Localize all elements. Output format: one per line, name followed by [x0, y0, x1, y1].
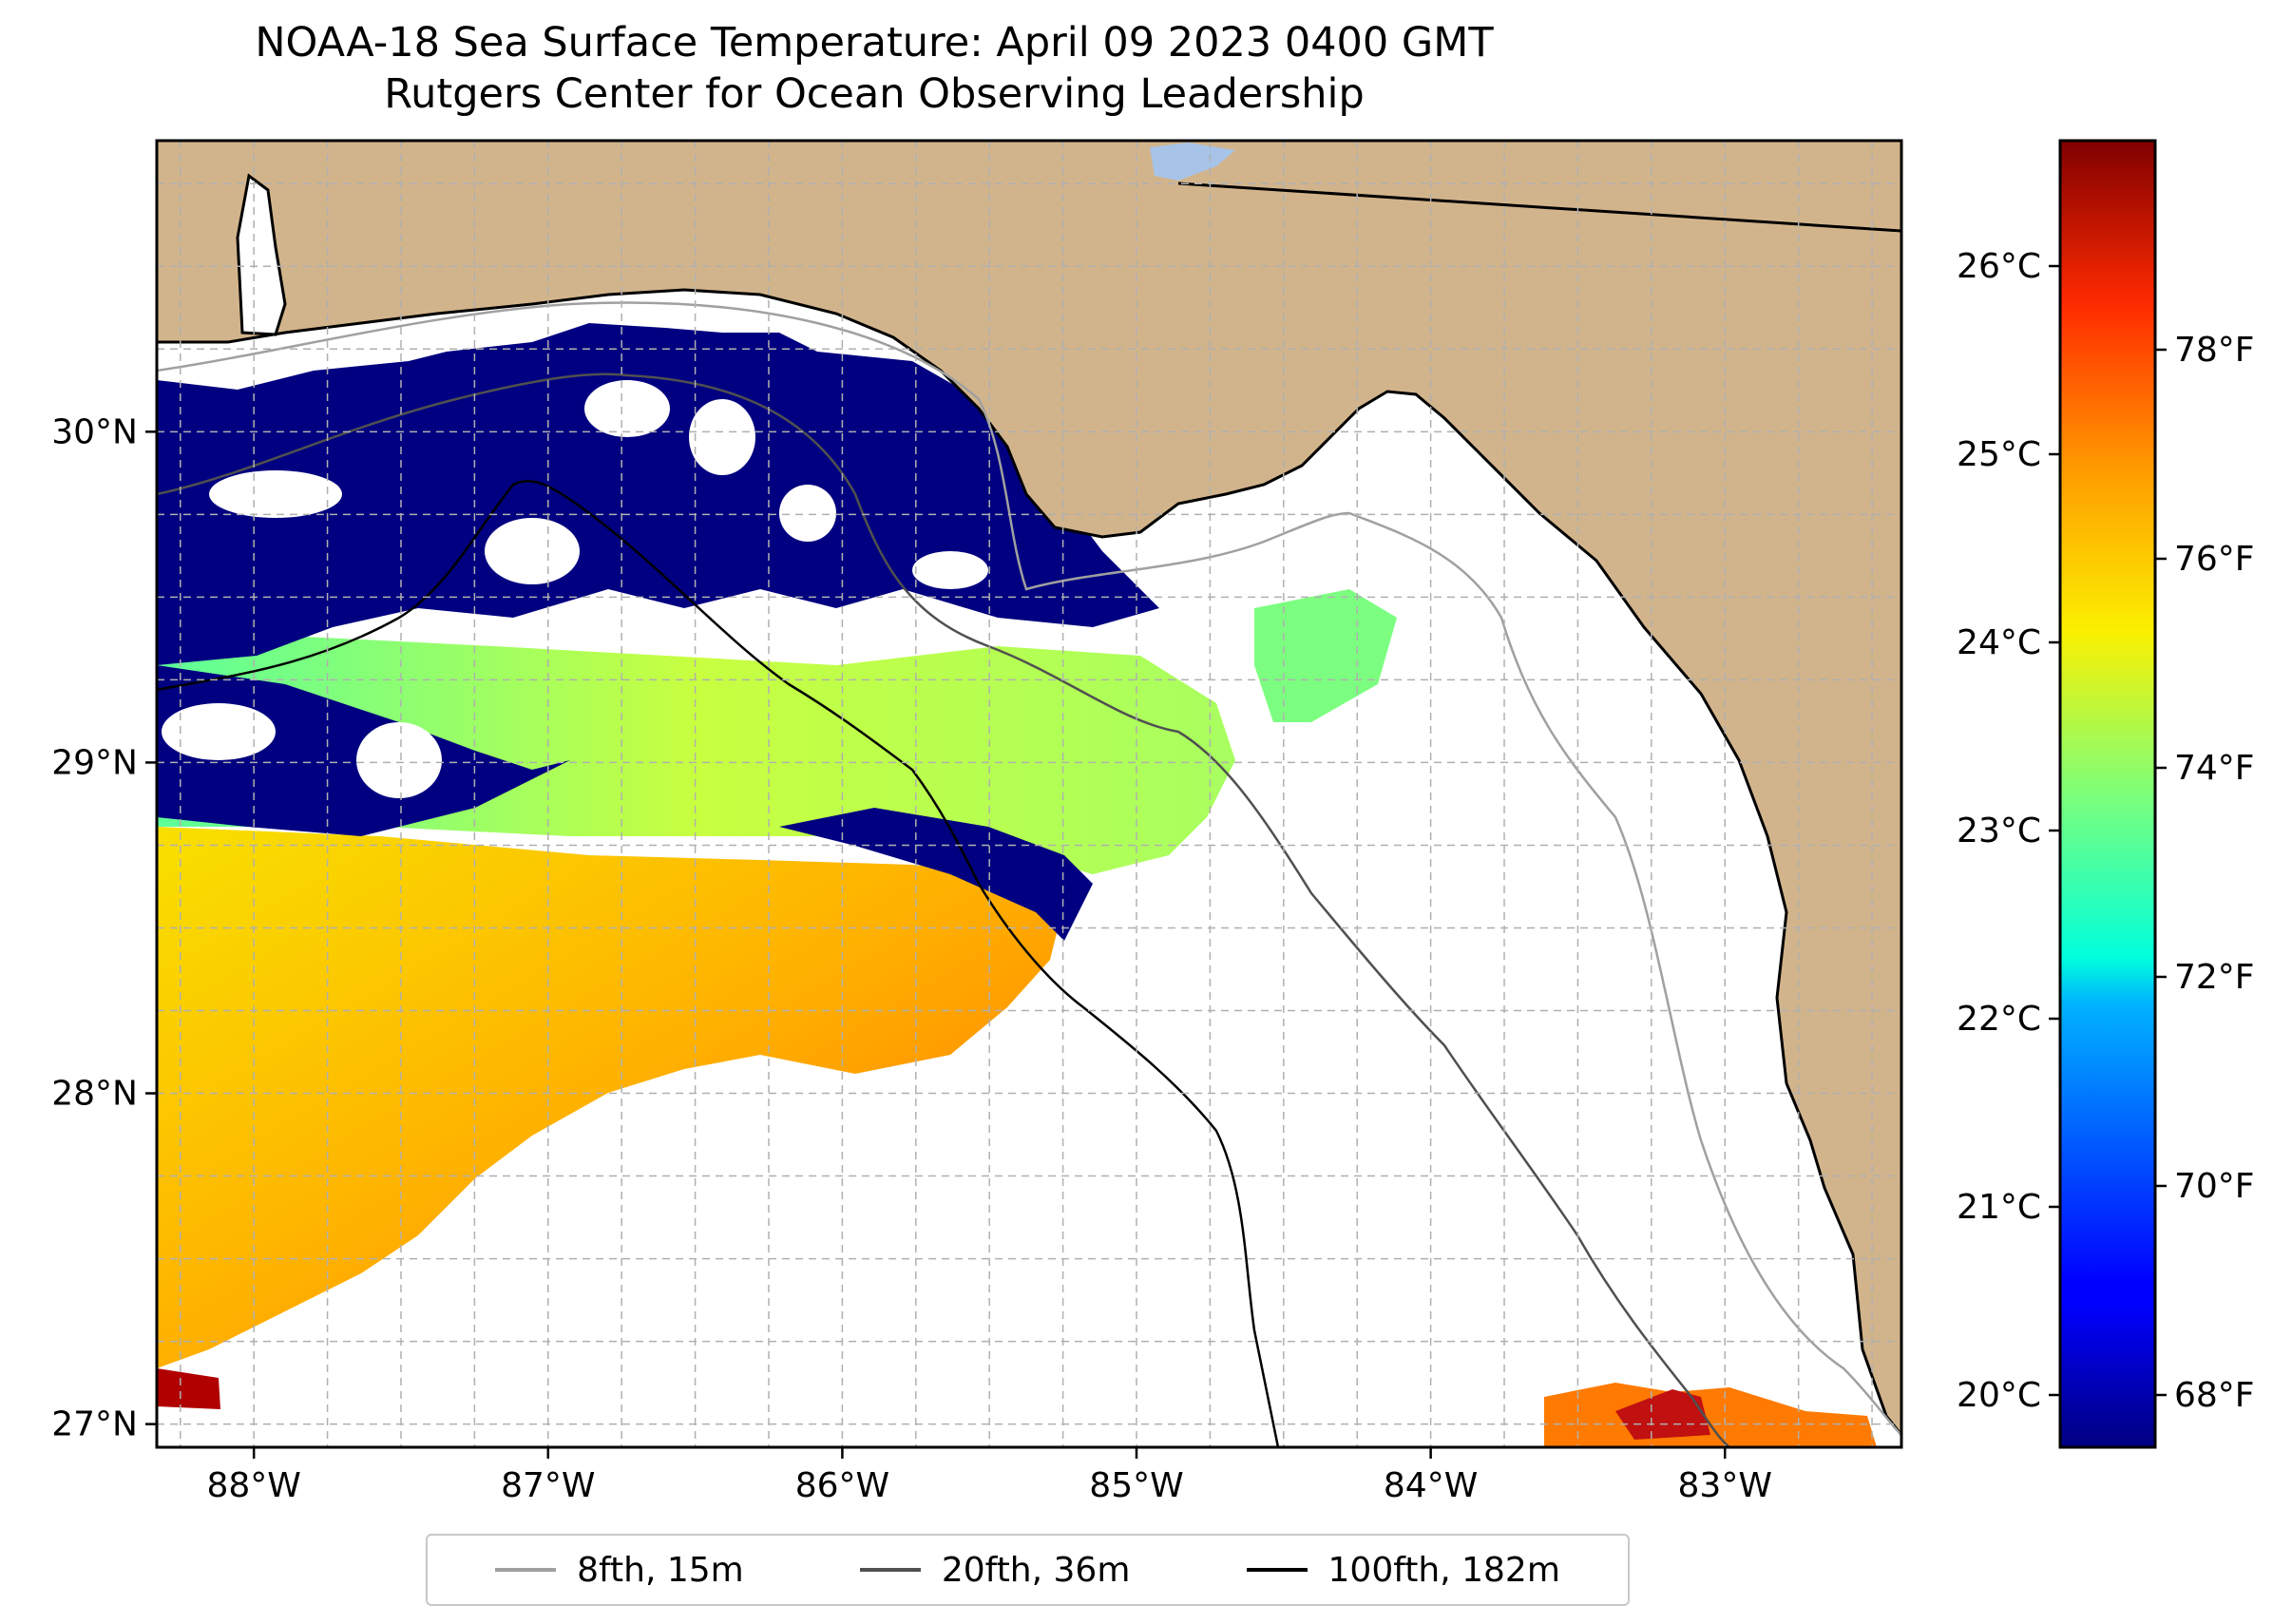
- lake: [1150, 143, 1235, 181]
- sst-hot-spot-south: [1615, 1389, 1710, 1440]
- sst-cold-streak-east: [779, 808, 1093, 941]
- lon-tick-label: 85°W: [1089, 1466, 1183, 1505]
- lon-tick-label: 88°W: [206, 1466, 300, 1505]
- celsius-tick-label: 24°C: [1957, 623, 2041, 662]
- celsius-tick-label: 23°C: [1957, 812, 2041, 850]
- longitude-axis: 88°W 87°W 86°W 85°W 84°W 83°W: [206, 1447, 1772, 1505]
- fahrenheit-tick-label: 76°F: [2174, 540, 2255, 579]
- legend-item-8fth: 8fth, 15m: [495, 1551, 744, 1590]
- fahrenheit-tick-label: 74°F: [2174, 749, 2255, 788]
- lat-tick-label: 29°N: [51, 743, 138, 782]
- colorbar-fahrenheit-axis: 78°F 76°F 74°F 72°F 70°F 68°F: [2155, 331, 2255, 1415]
- legend-label-20fth: 20fth, 36m: [941, 1550, 1131, 1590]
- fahrenheit-tick-label: 78°F: [2174, 331, 2255, 370]
- isobath-8fth: [157, 301, 1901, 1436]
- lon-tick-label: 83°W: [1678, 1466, 1772, 1505]
- fahrenheit-tick-label: 70°F: [2174, 1167, 2255, 1206]
- map-frame: [155, 139, 1903, 1449]
- celsius-tick-label: 21°C: [1957, 1188, 2041, 1227]
- celsius-tick-label: 25°C: [1957, 435, 2041, 474]
- map-title: NOAA-18 Sea Surface Temperature: April 0…: [255, 19, 1494, 67]
- fahrenheit-tick-label: 68°F: [2174, 1376, 2255, 1415]
- lat-tick-label: 30°N: [51, 412, 138, 451]
- colorbar: [2058, 139, 2157, 1449]
- sst-hot-spot-west: [157, 1368, 220, 1409]
- map-subtitle: Rutgers Center for Ocean Observing Leade…: [384, 70, 1365, 118]
- latitude-axis: 30°N 29°N 28°N 27°N: [51, 412, 157, 1444]
- state-boundary: [1177, 182, 1901, 233]
- celsius-tick-label: 20°C: [1957, 1376, 2041, 1415]
- celsius-tick-label: 22°C: [1957, 1000, 2041, 1039]
- colorbar-celsius-axis: 26°C 25°C 24°C 23°C 22°C 21°C 20°C: [1957, 247, 2060, 1415]
- lon-tick-label: 87°W: [501, 1466, 595, 1505]
- mobile-bay: [236, 173, 287, 336]
- legend-label-100fth: 100fth, 182m: [1327, 1550, 1560, 1590]
- legend-swatch-100fth: [1246, 1568, 1308, 1572]
- sst-warm-strip-south: [1544, 1383, 1877, 1447]
- sst-green-patch-east: [1254, 589, 1397, 722]
- legend-label-8fth: 8fth, 15m: [577, 1550, 744, 1590]
- legend-swatch-8fth: [495, 1568, 557, 1572]
- legend-item-100fth: 100fth, 182m: [1246, 1550, 1560, 1590]
- lon-tick-label: 84°W: [1384, 1466, 1478, 1505]
- lat-tick-label: 28°N: [51, 1075, 138, 1114]
- celsius-tick-label: 26°C: [1957, 247, 2041, 286]
- sst-warm-region: [157, 827, 1064, 1368]
- fahrenheit-tick-label: 72°F: [2174, 958, 2255, 997]
- legend: 8fth, 15m 20fth, 36m 100fth, 182m: [426, 1534, 1630, 1606]
- grid-lines: [157, 141, 1901, 1447]
- lat-tick-label: 27°N: [51, 1405, 138, 1444]
- legend-swatch-20fth: [859, 1568, 921, 1572]
- sst-cold-region: [157, 323, 1159, 665]
- legend-item-20fth: 20fth, 36m: [859, 1550, 1131, 1590]
- lon-tick-label: 86°W: [795, 1466, 889, 1505]
